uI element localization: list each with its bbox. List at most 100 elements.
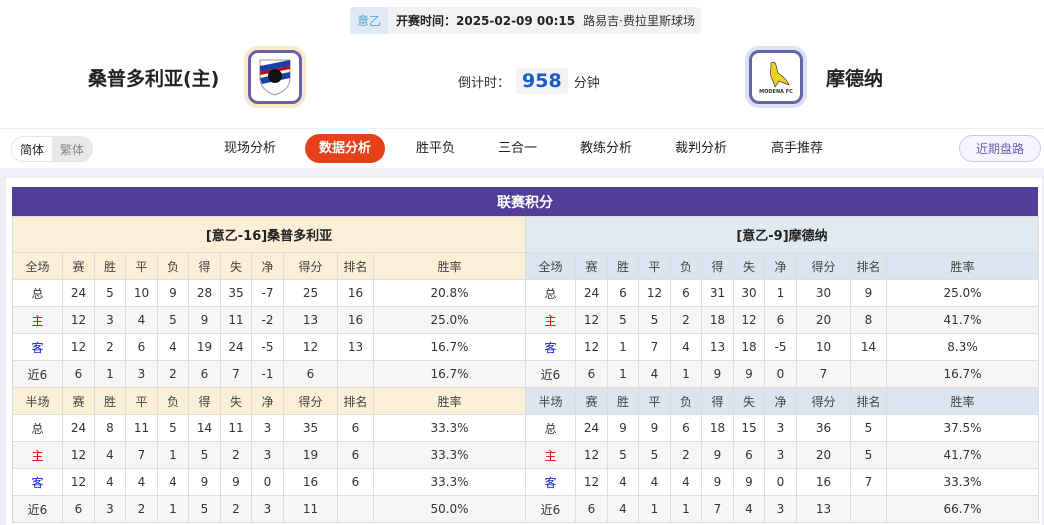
column-header: 得 (188, 252, 221, 280)
table-cell: 3 (764, 441, 797, 469)
table-row: 主 12 5 5 2 9 6 3 20 5 41.7% (525, 441, 1040, 469)
tab-data-analysis[interactable]: 数据分析 (305, 134, 386, 163)
column-header: 胜率 (372, 252, 527, 280)
countdown-label: 倒计时： (458, 75, 511, 91)
table-cell: 41.7% (885, 306, 1040, 334)
table-cell: 15 (733, 414, 765, 442)
table-cell: 7 (638, 333, 671, 361)
table-cell: 6 (670, 414, 702, 442)
away-team-logo[interactable]: MODENA FC (745, 46, 807, 108)
column-header: 失 (220, 252, 252, 280)
table-cell: 6 (337, 468, 374, 496)
table-cell: 33.3% (372, 468, 527, 496)
table-cell: 5 (607, 441, 639, 469)
table-cell: 0 (764, 360, 797, 388)
column-header: 排名 (850, 387, 887, 415)
table-cell: 4 (638, 360, 671, 388)
column-header: 净 (764, 252, 797, 280)
table-cell: 37.5% (885, 414, 1040, 442)
column-header: 胜率 (885, 252, 1040, 280)
kickoff-time: 开赛时间：2025-02-09 00:15 (396, 14, 576, 28)
league-badge[interactable]: 意乙 (350, 7, 388, 34)
away-standings: [意乙-9]摩德纳 全场赛胜平负得失净得分 排名 胜率总 24 6 12 6 31 30 1 30 9 2… (524, 216, 1040, 523)
table-cell: 6 (764, 306, 797, 334)
table-cell: 12 (283, 333, 338, 361)
table-cell: 25.0% (885, 279, 1040, 307)
table-cell: 9 (733, 360, 765, 388)
recent-handicap-button[interactable]: 近期盘路 (959, 135, 1041, 162)
column-header: 得分 (796, 387, 851, 415)
home-team-name[interactable]: 桑普多利亚(主) (88, 68, 220, 90)
table-cell: -5 (251, 333, 284, 361)
lang-simplified[interactable]: 简体 (12, 137, 52, 161)
row-label: 主 (525, 441, 576, 469)
table-cell: 9 (157, 279, 189, 307)
home-team-logo[interactable] (244, 46, 306, 108)
countdown-value: 958 (516, 68, 568, 94)
home-standings: [意乙-16]桑普多利亚 全场赛胜平负得失净得分 排名 胜率总 24 5 10 9 28 35 -7… (11, 216, 527, 523)
table-cell: 25.0% (372, 306, 527, 334)
table-cell: 4 (607, 495, 639, 523)
table-cell: 5 (638, 306, 671, 334)
header-row: 全场赛胜平负得失净得分 排名 胜率 (525, 252, 1040, 280)
column-header: 排名 (337, 387, 374, 415)
column-header: 净 (764, 387, 797, 415)
table-cell: 13 (337, 333, 374, 361)
tab-expert-picks[interactable]: 高手推荐 (771, 141, 824, 156)
column-header: 得分 (796, 252, 851, 280)
table-cell: 2 (157, 360, 189, 388)
table-cell: 13 (283, 306, 338, 334)
table-cell: 19 (188, 333, 221, 361)
table-cell: 13 (701, 333, 734, 361)
table-cell: 3 (251, 414, 284, 442)
section-label: 全场 (12, 252, 63, 280)
table-row: 近6 6 1 4 1 9 9 0 7 16.7% (525, 360, 1040, 388)
tab-live-analysis[interactable]: 现场分析 (224, 141, 277, 156)
table-cell: 1 (607, 333, 639, 361)
header-row: 半场赛胜平负得失净得分 排名 胜率 (12, 387, 527, 415)
table-cell: 11 (220, 306, 252, 334)
table-cell: 11 (283, 495, 338, 523)
tab-referee-analysis[interactable]: 裁判分析 (675, 141, 728, 156)
table-cell: 9 (607, 414, 639, 442)
row-label: 近6 (12, 360, 63, 388)
table-cell: 4 (125, 468, 158, 496)
table-cell: 5 (157, 414, 189, 442)
table-cell: 9 (188, 306, 221, 334)
table-row: 主 12 4 7 1 5 2 3 19 6 33.3% (12, 441, 527, 469)
table-cell: 3 (251, 495, 284, 523)
standings-title: 联赛积分 (12, 187, 1038, 216)
column-header: 赛 (62, 387, 95, 415)
table-cell: 4 (157, 468, 189, 496)
table-row: 总 24 8 11 5 14 11 3 35 6 33.3% (12, 414, 527, 442)
table-cell: 14 (188, 414, 221, 442)
row-label: 近6 (12, 495, 63, 523)
tab-coach-analysis[interactable]: 教练分析 (580, 141, 633, 156)
table-cell (850, 495, 887, 523)
column-header: 胜 (607, 252, 639, 280)
table-cell: 7 (701, 495, 734, 523)
column-header: 排名 (337, 252, 374, 280)
table-cell: 1 (764, 279, 797, 307)
table-cell: 9 (638, 414, 671, 442)
tab-three-in-one[interactable]: 三合一 (498, 141, 538, 156)
row-label: 客 (525, 468, 576, 496)
table-cell: 7 (850, 468, 887, 496)
tab-win-draw-lose[interactable]: 胜平负 (416, 141, 456, 156)
away-team-name[interactable]: 摩德纳 (826, 68, 884, 90)
table-cell: 6 (62, 495, 95, 523)
table-cell: -2 (251, 306, 284, 334)
lang-traditional[interactable]: 繁体 (52, 137, 92, 161)
table-cell: 50.0% (372, 495, 527, 523)
table-cell: 18 (701, 414, 734, 442)
table-cell: 20.8% (372, 279, 527, 307)
table-cell: 16 (337, 279, 374, 307)
modena-canary-icon (769, 61, 790, 88)
table-cell: 2 (670, 441, 702, 469)
table-cell: 12 (575, 333, 608, 361)
table-cell: 12 (638, 279, 671, 307)
table-cell: -5 (764, 333, 797, 361)
table-row: 近6 6 3 2 1 5 2 3 11 50.0% (12, 495, 527, 523)
table-row: 客 12 4 4 4 9 9 0 16 6 33.3% (12, 468, 527, 496)
table-cell: 5 (94, 279, 126, 307)
